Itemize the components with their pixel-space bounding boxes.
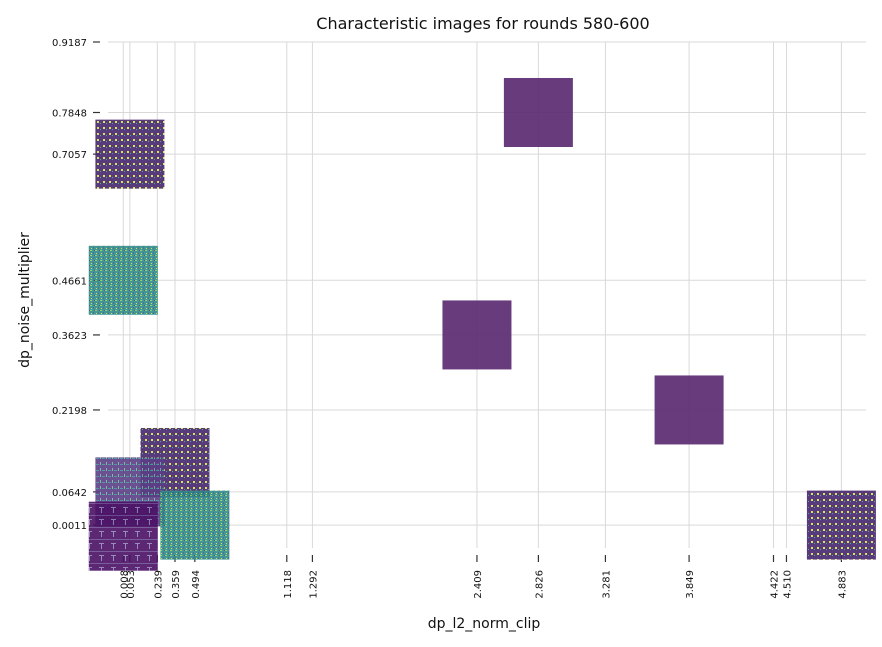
grid-lines (108, 41, 866, 548)
x-tick-label: 1.292 (308, 570, 319, 599)
characteristic-image (95, 119, 165, 189)
chart-title: Characteristic images for rounds 580-600 (316, 14, 649, 33)
x-tick-label: 0.239 (153, 570, 164, 599)
y-tick-label: 0.2198 (52, 406, 87, 417)
characteristic-image (654, 375, 724, 445)
x-tick-label: 2.826 (534, 570, 545, 599)
x-tick-label: 0.494 (191, 570, 202, 599)
x-tick-label: 4.510 (782, 570, 793, 599)
x-tick-label: 0.008 (119, 570, 130, 599)
characteristic-image (442, 300, 512, 370)
y-tick-label: 0.4661 (52, 276, 87, 287)
x-tick-label: 1.118 (283, 570, 294, 599)
x-tick-label: 4.422 (769, 570, 780, 599)
characteristic-images (88, 77, 876, 571)
y-tick-label: 0.7848 (52, 108, 87, 119)
x-tick-label: 2.409 (473, 570, 484, 599)
characteristic-image (88, 501, 158, 571)
x-tick-label: 0.359 (171, 570, 182, 599)
y-tick-label: 0.3623 (52, 331, 87, 342)
x-tick-label: 0.053 (126, 570, 137, 599)
x-tick-label: 4.883 (837, 570, 848, 599)
characteristic-image (160, 490, 230, 560)
characteristic-image (503, 77, 573, 147)
characteristic-image (88, 245, 158, 315)
y-axis-label: dp_noise_multiplier (17, 232, 33, 368)
x-axis-label: dp_l2_norm_clip (428, 616, 541, 632)
y-tick-label: 0.0011 (52, 521, 87, 532)
y-tick-label: 0.7057 (52, 150, 87, 161)
x-tick-label: 3.849 (685, 570, 696, 599)
x-tick-label: 3.281 (601, 570, 612, 599)
y-tick-label: 0.9187 (52, 38, 87, 49)
characteristic-image (806, 490, 876, 560)
y-tick-label: 0.0642 (52, 488, 87, 499)
